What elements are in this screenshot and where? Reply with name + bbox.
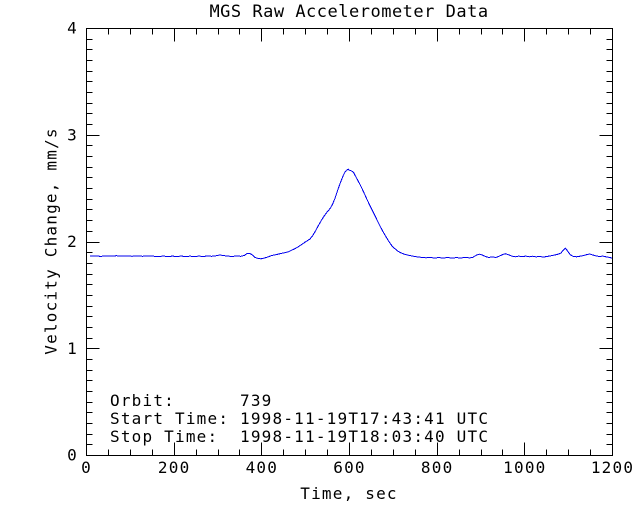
y-axis-label: Velocity Change, mm/s (41, 127, 61, 355)
velocity-change-line (89, 168, 613, 260)
x-tick-label: 600 (333, 458, 366, 477)
x-tick-label: 1200 (591, 458, 634, 477)
y-tick-label: 1 (67, 339, 78, 358)
x-tick-label: 1000 (503, 458, 546, 477)
x-axis-label: Time, sec (300, 484, 398, 503)
y-tick-label: 3 (67, 125, 78, 144)
x-tick-label: 200 (158, 458, 191, 477)
chart-title: MGS Raw Accelerometer Data (209, 2, 489, 22)
x-tick-label: 0 (81, 458, 92, 477)
annotation-stop-time: Stop Time: 1998-11-19T18:03:40 UTC (110, 427, 490, 446)
annotation-orbit: Orbit: 739 (110, 391, 273, 410)
x-tick-label: 800 (421, 458, 454, 477)
y-tick-label: 2 (67, 232, 78, 251)
annotation-start-time: Start Time: 1998-11-19T17:43:41 UTC (110, 409, 490, 428)
y-tick-label: 4 (67, 19, 78, 38)
annotation-block: Orbit: 739 Start Time: 1998-11-19T17:43:… (110, 392, 489, 446)
y-tick-label: 0 (67, 446, 78, 465)
x-tick-label: 400 (246, 458, 279, 477)
